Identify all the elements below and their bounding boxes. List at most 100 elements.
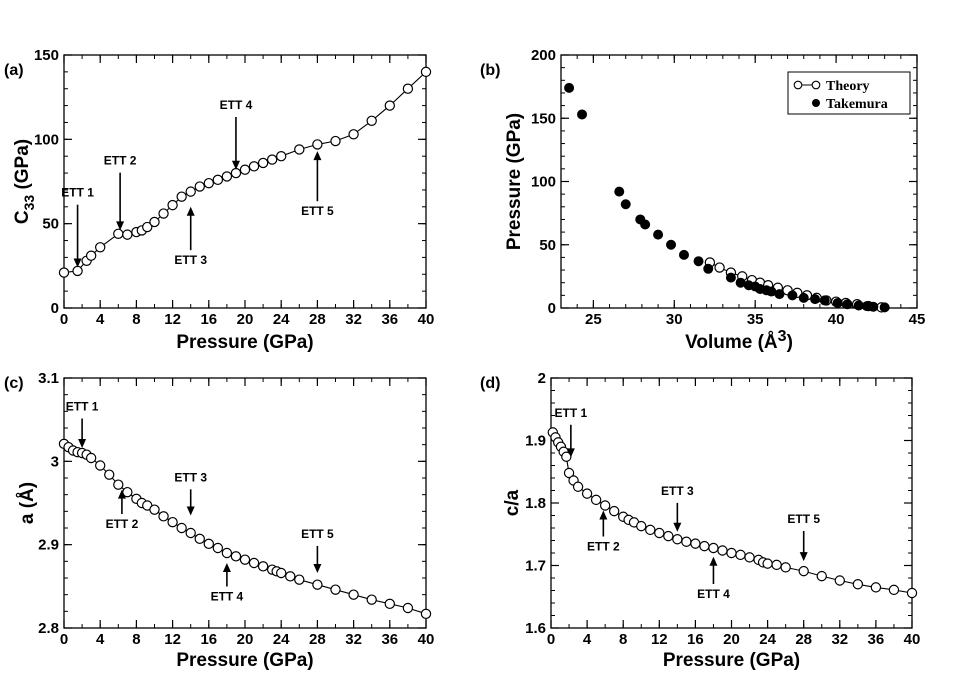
x-tick-label: 12 xyxy=(651,631,668,648)
x-tick-label: 0 xyxy=(60,631,68,648)
data-point xyxy=(94,460,106,471)
y-tick-label: 1.9 xyxy=(525,433,546,450)
data-point xyxy=(402,602,414,614)
annotation-ett-1: ETT 1 xyxy=(61,186,94,268)
data-point xyxy=(581,488,593,499)
data-point xyxy=(294,144,305,155)
data-point xyxy=(717,545,728,556)
annotation-label: ETT 1 xyxy=(61,186,94,200)
data-point xyxy=(645,524,656,536)
data-point xyxy=(312,139,323,150)
data-point xyxy=(158,511,169,522)
data-point xyxy=(312,579,323,590)
y-tick-label: 2 xyxy=(538,370,546,387)
annotation-arrowhead xyxy=(313,564,322,573)
x-tick-label: 32 xyxy=(345,631,362,648)
annotation-label: ETT 3 xyxy=(174,253,207,267)
data-point xyxy=(113,479,124,490)
x-tick-label: 20 xyxy=(237,631,254,648)
plot-frame xyxy=(63,377,427,629)
legend-marker-open xyxy=(811,80,821,90)
legend: Theory Takemura xyxy=(787,71,911,115)
annotation-arrowhead xyxy=(116,221,125,231)
data-point xyxy=(879,302,890,313)
data-point xyxy=(810,294,821,305)
data-point xyxy=(176,191,187,202)
data-point xyxy=(203,177,214,189)
data-point xyxy=(681,536,692,547)
annotation-arrowhead xyxy=(566,448,575,458)
data-point xyxy=(420,608,432,620)
annotation-label: ETT 5 xyxy=(301,204,334,218)
data-point xyxy=(158,208,169,219)
data-point xyxy=(572,481,584,492)
data-point xyxy=(774,289,785,300)
annotation-ett-5: ETT 5 xyxy=(301,151,334,218)
data-point xyxy=(257,561,269,572)
x-tick-label: 0 xyxy=(60,311,68,328)
x-tick-label: 45 xyxy=(909,311,926,328)
data-point xyxy=(230,551,242,562)
x-tick-label: 8 xyxy=(132,631,140,648)
y-axis-label: C33 (GPa) xyxy=(12,139,37,224)
x-tick-label: 0 xyxy=(547,631,555,648)
data-point xyxy=(780,562,791,573)
data-point xyxy=(402,83,414,94)
data-point xyxy=(590,494,602,506)
panel-c: 0 4 8 12 16 20 24 28 32 36 40 2.8 2.9 3 3.1 (c) Pressure… xyxy=(4,370,434,671)
data-point xyxy=(798,292,809,303)
annotation-label: ETT 3 xyxy=(174,470,207,484)
panel-label: (b) xyxy=(480,62,500,79)
annotation-ett-4: ETT 4 xyxy=(697,556,730,601)
data-point xyxy=(614,186,625,197)
annotation-arrowhead xyxy=(231,160,240,170)
data-point xyxy=(384,100,395,111)
annotation-label: ETT 2 xyxy=(104,154,137,168)
data-point xyxy=(221,547,233,559)
annotation-arrowhead xyxy=(78,439,87,448)
data-point xyxy=(608,505,620,517)
annotation-arrowhead xyxy=(73,258,82,268)
data-point xyxy=(726,547,737,559)
data-point xyxy=(640,219,651,230)
data-point xyxy=(58,267,70,278)
data-point xyxy=(330,135,341,147)
legend-box xyxy=(787,71,911,115)
data-point xyxy=(384,598,395,610)
data-point xyxy=(176,522,187,534)
data-point xyxy=(221,171,233,182)
annotation-arrowhead xyxy=(186,506,195,516)
data-point xyxy=(714,262,725,273)
legend-marker-open xyxy=(793,80,803,90)
data-point xyxy=(257,157,269,169)
data-point xyxy=(906,587,918,599)
x-tick-label: 8 xyxy=(619,631,627,648)
series-c-a xyxy=(547,427,918,599)
x-tick-label: 4 xyxy=(96,311,105,328)
data-point xyxy=(366,594,377,605)
x-tick-label: 25 xyxy=(585,311,602,328)
data-point xyxy=(852,579,864,590)
annotation-label: ETT 4 xyxy=(220,98,253,112)
data-point xyxy=(266,154,278,165)
x-tick-label: 24 xyxy=(273,311,290,328)
data-point xyxy=(122,229,133,240)
panel-d: 0 4 8 12 16 20 24 28 32 36 40 1.6 1.7 1.8 1.9 2 (d) Press… xyxy=(480,370,920,671)
data-point xyxy=(699,540,710,552)
data-point xyxy=(868,301,879,312)
legend-entry-takemura: Takemura xyxy=(826,97,888,112)
data-point xyxy=(167,516,178,528)
data-point xyxy=(693,256,704,267)
data-point xyxy=(842,299,853,310)
x-tick-label: 36 xyxy=(868,631,885,648)
data-point xyxy=(690,538,701,549)
data-point xyxy=(787,290,798,301)
data-point xyxy=(678,249,689,260)
y-tick-label: 1.7 xyxy=(525,558,546,575)
data-point xyxy=(577,109,588,120)
y-tick-label: 2.8 xyxy=(38,620,59,637)
data-point xyxy=(113,228,124,239)
x-axis-label: Pressure (GPa) xyxy=(663,650,800,671)
annotation-ett-3: ETT 3 xyxy=(174,206,207,267)
x-tick-label: 30 xyxy=(666,311,683,328)
